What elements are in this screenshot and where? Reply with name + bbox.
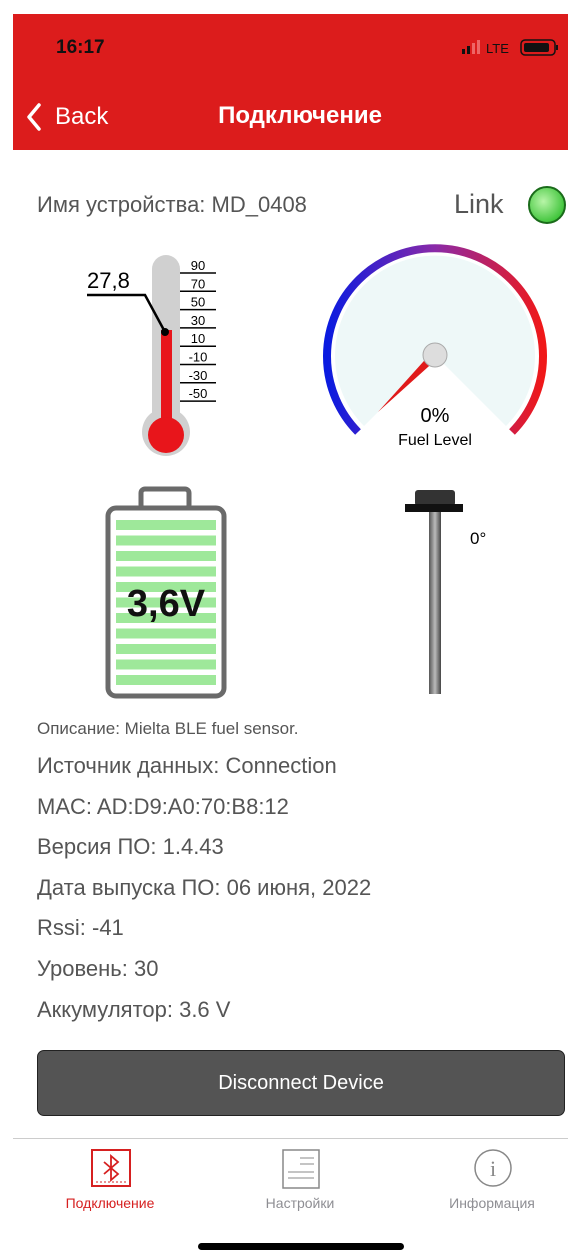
- back-button[interactable]: Back: [55, 103, 108, 131]
- battery-cell: [116, 567, 216, 577]
- network-label: LTE: [486, 41, 509, 56]
- fuel-value: 0%: [421, 405, 450, 427]
- status-icons: LTE: [462, 38, 568, 60]
- app-screen: {"status_bar": {"time": "16:17", "networ…: [0, 0, 580, 1253]
- probe-angle: 0°: [470, 529, 486, 548]
- link-indicator: [526, 184, 570, 228]
- battery-cell: [116, 675, 216, 685]
- tab-icon[interactable]: [283, 1150, 319, 1188]
- tab-icons: i: [0, 1146, 580, 1196]
- back-chevron[interactable]: [24, 102, 44, 132]
- device-name: Имя устройства: MD_0408: [37, 192, 307, 218]
- disconnect-button[interactable]: Disconnect Device: [37, 1050, 565, 1116]
- home-indicator: [198, 1243, 404, 1250]
- tab-label[interactable]: Подключение: [30, 1195, 190, 1211]
- tab-label[interactable]: Информация: [412, 1195, 572, 1211]
- scale-label: -10: [189, 350, 208, 365]
- battery-cell: [116, 551, 216, 561]
- info-line: Дата выпуска ПО: 06 июня, 2022: [37, 875, 371, 901]
- tab-label[interactable]: Настройки: [220, 1195, 380, 1211]
- battery-cell: [116, 644, 216, 654]
- info-line: Уровень: 30: [37, 956, 158, 982]
- scale-label: 10: [191, 331, 205, 346]
- scale-label: 70: [191, 276, 205, 291]
- battery-value: 3,6V: [127, 583, 206, 625]
- battery-cell: [116, 536, 216, 546]
- probe-stem: [429, 512, 441, 694]
- nav-title: Подключение: [150, 102, 450, 130]
- scale-label: 50: [191, 295, 205, 310]
- link-label: Link: [454, 189, 504, 220]
- info-list: Источник данных: Connection MAC: AD:D9:A0…: [0, 745, 580, 1022]
- description: Описание: Mielta BLE fuel sensor.: [37, 719, 299, 739]
- info-line: Аккумулятор: 3.6 V: [37, 997, 230, 1022]
- info-line: MAC: AD:D9:A0:70:B8:12: [37, 794, 289, 820]
- battery-cell: [116, 660, 216, 670]
- scale-label: -50: [189, 386, 208, 401]
- instruments: 27,8 90 70 50 30 10 -10 -30 -50 0% Fuel Level 3…: [0, 240, 580, 710]
- thermo-value: 27,8: [87, 268, 130, 293]
- svg-text:i: i: [490, 1156, 496, 1181]
- scale-label: 90: [191, 258, 205, 273]
- fuel-label: Fuel Level: [398, 432, 472, 449]
- scale-label: -30: [189, 368, 208, 383]
- battery-cell: [116, 520, 216, 530]
- battery-cell: [116, 629, 216, 639]
- info-line: Версия ПО: 1.4.43: [37, 834, 224, 860]
- info-line: Rssi: -41: [37, 915, 124, 941]
- scale-label: 30: [191, 313, 205, 328]
- info-line: Источник данных: Connection: [37, 753, 337, 779]
- tab-bar: [13, 1138, 568, 1139]
- status-time: 16:17: [56, 37, 105, 59]
